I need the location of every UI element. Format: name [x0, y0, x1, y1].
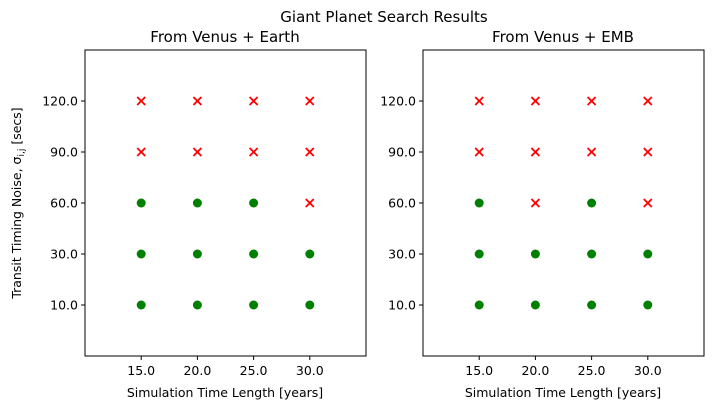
- x-tick-label: 30.0: [634, 363, 662, 378]
- not-detected-stroke: [248, 96, 259, 106]
- not-detected-marker: [530, 198, 541, 208]
- detected-marker: [587, 249, 597, 259]
- y-axis-label-unit: [secs]: [9, 107, 24, 148]
- not-detected-marker: [643, 147, 653, 157]
- not-detected-marker: [248, 96, 259, 106]
- y-axis-label-main: Transit Timing Noise, σ: [9, 156, 24, 299]
- not-detected-marker: [530, 96, 541, 106]
- y-axis-label-subscript: i,j: [17, 149, 27, 157]
- not-detected-stroke: [643, 147, 653, 157]
- not-detected-stroke: [586, 96, 597, 106]
- detected-marker: [249, 249, 259, 259]
- not-detected-stroke: [248, 147, 259, 157]
- not-detected-stroke: [305, 147, 315, 157]
- detected-marker: [474, 249, 484, 259]
- detected-marker: [136, 300, 146, 310]
- not-detected-marker: [305, 147, 315, 157]
- detected-marker: [192, 249, 202, 259]
- detected-marker: [587, 300, 597, 310]
- not-detected-stroke: [305, 96, 315, 106]
- not-detected-marker: [586, 96, 597, 106]
- not-detected-stroke: [586, 147, 597, 157]
- x-tick-label: 25.0: [240, 363, 268, 378]
- not-detected-marker: [192, 147, 203, 157]
- not-detected-stroke: [305, 198, 315, 208]
- x-tick-label: 20.0: [521, 363, 549, 378]
- y-tick-label: 120.0: [42, 94, 78, 109]
- not-detected-stroke: [136, 147, 146, 157]
- detected-marker: [305, 300, 315, 310]
- detected-marker: [643, 249, 653, 259]
- detected-marker: [530, 300, 540, 310]
- not-detected-marker: [305, 96, 315, 106]
- not-detected-marker: [305, 198, 315, 208]
- not-detected-stroke: [530, 198, 541, 208]
- not-detected-stroke: [136, 96, 146, 106]
- not-detected-marker: [586, 147, 597, 157]
- not-detected-marker: [474, 147, 484, 157]
- x-axis-label: Simulation Time Length [years]: [127, 385, 323, 400]
- detected-marker: [249, 300, 259, 310]
- x-tick-label: 15.0: [465, 363, 493, 378]
- y-axis-label: Transit Timing Noise, σi,j [secs]: [9, 107, 27, 299]
- not-detected-stroke: [474, 147, 484, 157]
- detected-marker: [136, 249, 146, 259]
- not-detected-stroke: [530, 96, 541, 106]
- detected-marker: [249, 198, 259, 208]
- x-tick-label: 20.0: [183, 363, 211, 378]
- detected-marker: [192, 198, 202, 208]
- x-tick-label: 25.0: [578, 363, 606, 378]
- panel-venus-emb: From Venus + EMB Simulation Time Length …: [380, 28, 705, 400]
- not-detected-marker: [643, 198, 653, 208]
- detected-marker: [530, 249, 540, 259]
- not-detected-stroke: [643, 198, 653, 208]
- not-detected-marker: [136, 96, 146, 106]
- not-detected-marker: [248, 147, 259, 157]
- not-detected-stroke: [643, 96, 653, 106]
- panel-title: From Venus + EMB: [492, 28, 634, 46]
- panel-title: From Venus + Earth: [150, 28, 299, 46]
- not-detected-stroke: [192, 96, 203, 106]
- not-detected-stroke: [474, 96, 484, 106]
- y-tick-label: 60.0: [388, 196, 416, 211]
- not-detected-marker: [530, 147, 541, 157]
- x-tick-label: 15.0: [127, 363, 155, 378]
- x-tick-label: 30.0: [296, 363, 324, 378]
- y-tick-label: 30.0: [50, 247, 78, 262]
- figure-title: Giant Planet Search Results: [280, 8, 488, 26]
- not-detected-marker: [474, 96, 484, 106]
- y-tick-label: 60.0: [50, 196, 78, 211]
- detected-marker: [474, 300, 484, 310]
- detected-marker: [136, 198, 146, 208]
- not-detected-marker: [643, 96, 653, 106]
- panel-venus-earth: From Venus + Earth Simulation Time Lengt…: [9, 28, 367, 400]
- y-tick-label: 90.0: [388, 145, 416, 160]
- y-tick-label: 10.0: [50, 298, 78, 313]
- not-detected-stroke: [530, 147, 541, 157]
- detected-marker: [587, 198, 597, 208]
- detected-marker: [192, 300, 202, 310]
- not-detected-marker: [192, 96, 203, 106]
- y-tick-label: 30.0: [388, 247, 416, 262]
- y-tick-label: 120.0: [380, 94, 416, 109]
- not-detected-stroke: [192, 147, 203, 157]
- detected-marker: [474, 198, 484, 208]
- x-axis-label: Simulation Time Length [years]: [465, 385, 661, 400]
- detected-marker: [643, 300, 653, 310]
- plot-frame: [84, 49, 367, 357]
- y-tick-label: 90.0: [50, 145, 78, 160]
- not-detected-marker: [136, 147, 146, 157]
- y-tick-label: 10.0: [388, 298, 416, 313]
- plot-frame: [422, 49, 705, 357]
- detected-marker: [305, 249, 315, 259]
